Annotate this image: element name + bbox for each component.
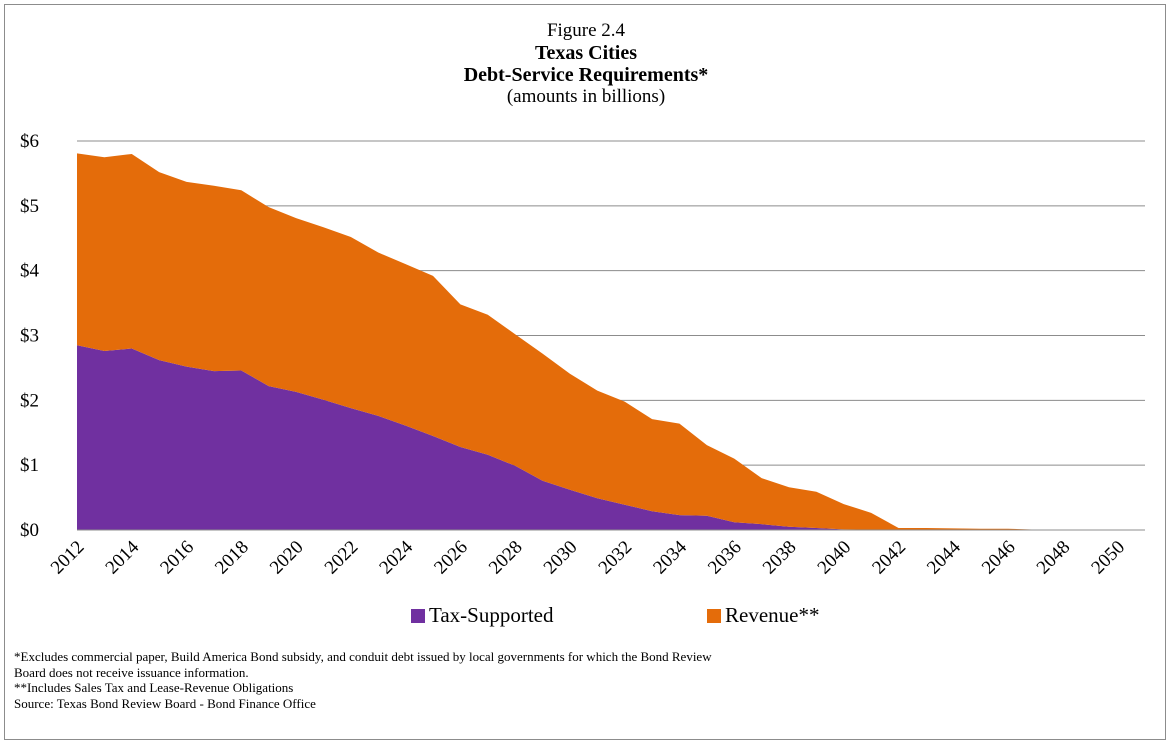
area-series-revenue [77,153,1145,530]
y-tick-label: $2 [20,390,39,411]
legend-swatch-revenue [707,608,721,623]
footnotes: *Excludes commercial paper, Build Americ… [14,649,1154,711]
x-tick-label: 2046 [978,537,1020,579]
legend-item-tax-supported: Tax-Supported [411,603,554,628]
x-tick-label: 2036 [704,537,746,579]
chart-title: Texas Cities [534,42,638,64]
y-tick-label: $0 [20,520,39,541]
legend-label-tax-supported: Tax-Supported [429,603,554,627]
legend-swatch-tax-supported [411,608,425,623]
y-tick-label: $5 [20,196,39,217]
area-series-tax-supported [77,345,1145,530]
x-tick-label: 2018 [211,537,253,579]
y-axis-ticks: $0 $1 $2 $3 $4 $5 $6 [20,131,40,541]
footnote-excludes: *Excludes commercial paper, Build Americ… [14,649,712,664]
chart-subtitle: Debt-Service Requirements* [463,64,709,86]
x-tick-label: 2024 [375,536,417,578]
y-tick-label: $4 [20,261,40,282]
plot-areas [77,153,1145,530]
x-tick-label: 2044 [923,536,965,578]
y-tick-label: $3 [20,326,39,347]
x-tick-label: 2032 [595,537,637,579]
legend-item-revenue: Revenue** [707,603,819,628]
x-tick-label: 2020 [266,537,308,579]
x-tick-label: 2014 [102,536,144,578]
footnote-source: Source: Texas Bond Review Board - Bond F… [14,695,316,711]
figure-label: Figure 2.4 [546,20,626,41]
x-tick-label: 2048 [1033,537,1075,579]
footnote-includes: **Includes Sales Tax and Lease-Revenue O… [14,680,294,696]
x-tick-label: 2040 [814,537,856,579]
legend-label-revenue: Revenue** [725,603,820,627]
chart-units-note: (amounts in billions) [506,86,666,107]
x-tick-label: 2042 [868,537,910,579]
x-tick-label: 2026 [430,537,472,579]
x-tick-label: 2022 [321,537,363,579]
y-tick-label: $6 [20,131,39,152]
y-tick-label: $1 [20,455,39,476]
x-tick-label: 2030 [540,537,582,579]
x-tick-label: 2034 [649,536,691,578]
legend: Tax-Supported Revenue** [0,603,1172,631]
chart-titles: Figure 2.4 Texas Cities Debt-Service Req… [0,20,1172,108]
footnote-excludes-cont: Board does not receive issuance informat… [14,664,249,680]
x-tick-label: 2050 [1087,537,1129,579]
area-chart: $0$1$2$3$4$5$6 2012 2014 2016 2018 2020 2022 2… [20,131,1145,578]
x-tick-label: 2012 [47,537,89,579]
x-tick-label: 2016 [156,537,198,579]
x-tick-label: 2038 [759,537,801,579]
x-axis-ticks: 2012 2014 2016 2018 2020 2022 2024 2026 2028 2030… [47,536,1129,578]
x-tick-label: 2028 [485,537,527,579]
